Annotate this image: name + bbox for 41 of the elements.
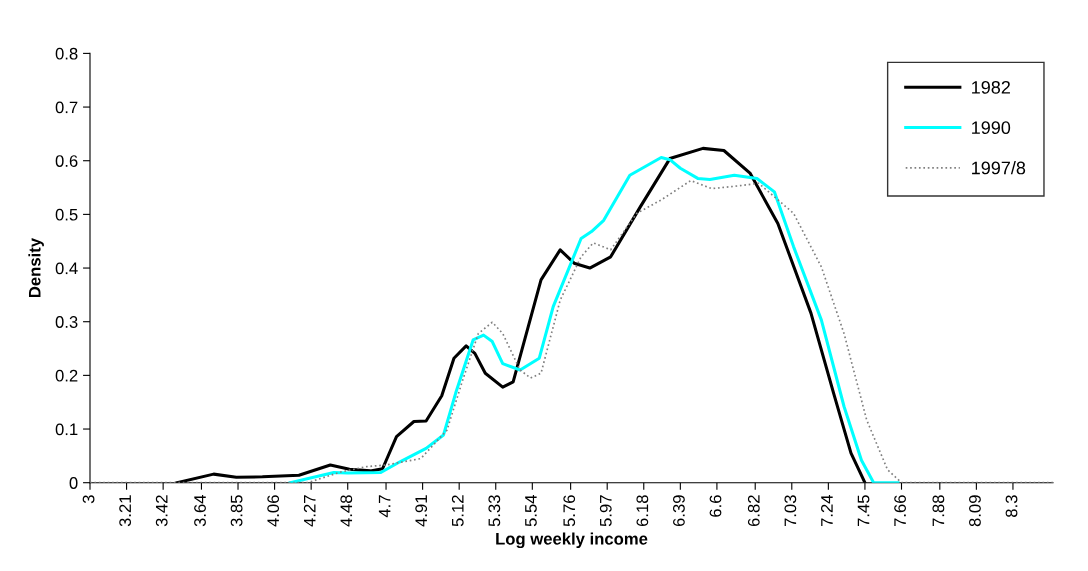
x-tick-label: 5.97 — [599, 495, 612, 527]
x-tick-label: 6.82 — [747, 495, 760, 527]
x-tick-label: 4.06 — [267, 495, 280, 527]
x-tick-label: 6.18 — [636, 495, 649, 527]
x-tick-label: 6.6 — [709, 495, 722, 517]
x-tick-label: 4.91 — [415, 495, 428, 527]
x-tick-label: 3 — [82, 495, 95, 504]
line-series — [288, 155, 900, 483]
x-tick-label: 3.85 — [230, 495, 243, 527]
y-tick-label: 0.4 — [55, 262, 78, 275]
y-tick-label: 0.3 — [55, 316, 78, 328]
x-tick-label: 7.88 — [932, 495, 945, 527]
legend-label: 1990 — [972, 121, 1011, 135]
x-tick-label: 3.21 — [119, 495, 132, 527]
y-tick-label: 0.6 — [55, 155, 78, 167]
x-tick-label: 8.3 — [1005, 495, 1018, 517]
y-tick-label: 0.7 — [55, 101, 78, 114]
legend-label: 1997/8 — [972, 161, 1026, 175]
x-tick-label: 7.24 — [821, 494, 833, 527]
x-tick-label: 7.66 — [894, 495, 906, 527]
x-tick-label: 4.7 — [378, 495, 391, 518]
x-tick-label: 8.09 — [969, 495, 981, 527]
x-tick-label: 7.45 — [857, 495, 870, 527]
x-tick-label: 6.39 — [673, 495, 685, 527]
y-axis-title: Density — [28, 238, 44, 298]
x-axis-title: Log weekly income — [496, 532, 648, 549]
x-tick-label: 4.48 — [340, 495, 353, 527]
x-tick-label: 5.76 — [563, 495, 576, 527]
x-tick-label: 5.33 — [488, 495, 501, 527]
x-tick-label: 5.54 — [525, 494, 537, 527]
legend-label: 1982 — [972, 80, 1010, 94]
x-tick-label: 5.12 — [451, 495, 464, 527]
y-tick-label: 0.1 — [55, 423, 78, 436]
x-tick-label: 4.27 — [303, 495, 316, 527]
x-tick-label: 3.64 — [194, 494, 206, 527]
y-tick-label: 0.5 — [55, 208, 78, 221]
y-tick-label: 0.2 — [55, 369, 78, 382]
y-tick-label: 0 — [69, 477, 78, 489]
x-tick-label: 7.03 — [784, 495, 797, 527]
x-tick-label: 3.42 — [155, 495, 168, 527]
y-tick-label: 0.8 — [55, 47, 78, 60]
